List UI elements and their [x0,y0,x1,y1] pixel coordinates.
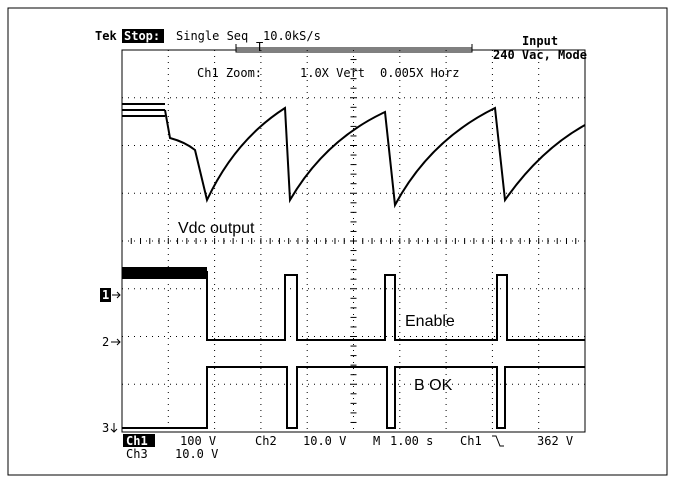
footer-timebase-label: M [373,434,380,448]
zoom-label: Ch1 Zoom: [197,66,262,80]
record-bracket [235,44,473,53]
zoom-vert: 1.0X Vert [300,66,365,80]
footer-ch3: Ch3 [126,447,148,461]
vdc-wave [122,103,586,209]
input-title: Input [522,34,558,48]
marker-arrow [110,423,118,433]
marker-box [100,288,111,302]
channel-marker: 2 [102,335,109,349]
input-value: 240 Vac, Mode [493,48,587,62]
mode: Single Seq [176,29,248,43]
trigger-slope [492,435,504,447]
zoom-horz: 0.005X Horz [380,66,459,80]
channel-marker: 3 [102,421,109,435]
marker-arrow [112,291,121,299]
footer-timebase: 1.00 s [390,434,433,448]
trace-label: Vdc output [178,220,255,237]
brand: Tek [95,29,117,43]
footer-trigger-level: 362 V [537,434,573,448]
state: Stop: [124,29,160,43]
rate: 10.0kS/s [263,29,321,43]
bok-wave [122,366,585,429]
footer-ch1-scale: 100 V [180,434,216,448]
footer-ch3-scale: 10.0 V [175,447,218,461]
state-box [122,29,164,43]
footer-ch2-scale: 10.0 V [303,434,346,448]
ch1-box [123,434,155,447]
frame [7,7,668,476]
marker-arrow [111,338,121,346]
graticule [121,49,586,433]
trace-label: B OK [414,377,453,394]
footer-ch2: Ch2 [255,434,277,448]
trigger-t: T [256,40,263,54]
trace-label: Enable [405,313,455,330]
enable-wave [122,271,585,341]
footer-ch1: Ch1 [126,434,148,448]
enable-noise [122,267,207,279]
channel-marker: 1 [102,288,109,302]
footer-trigger-source: Ch1 [460,434,482,448]
